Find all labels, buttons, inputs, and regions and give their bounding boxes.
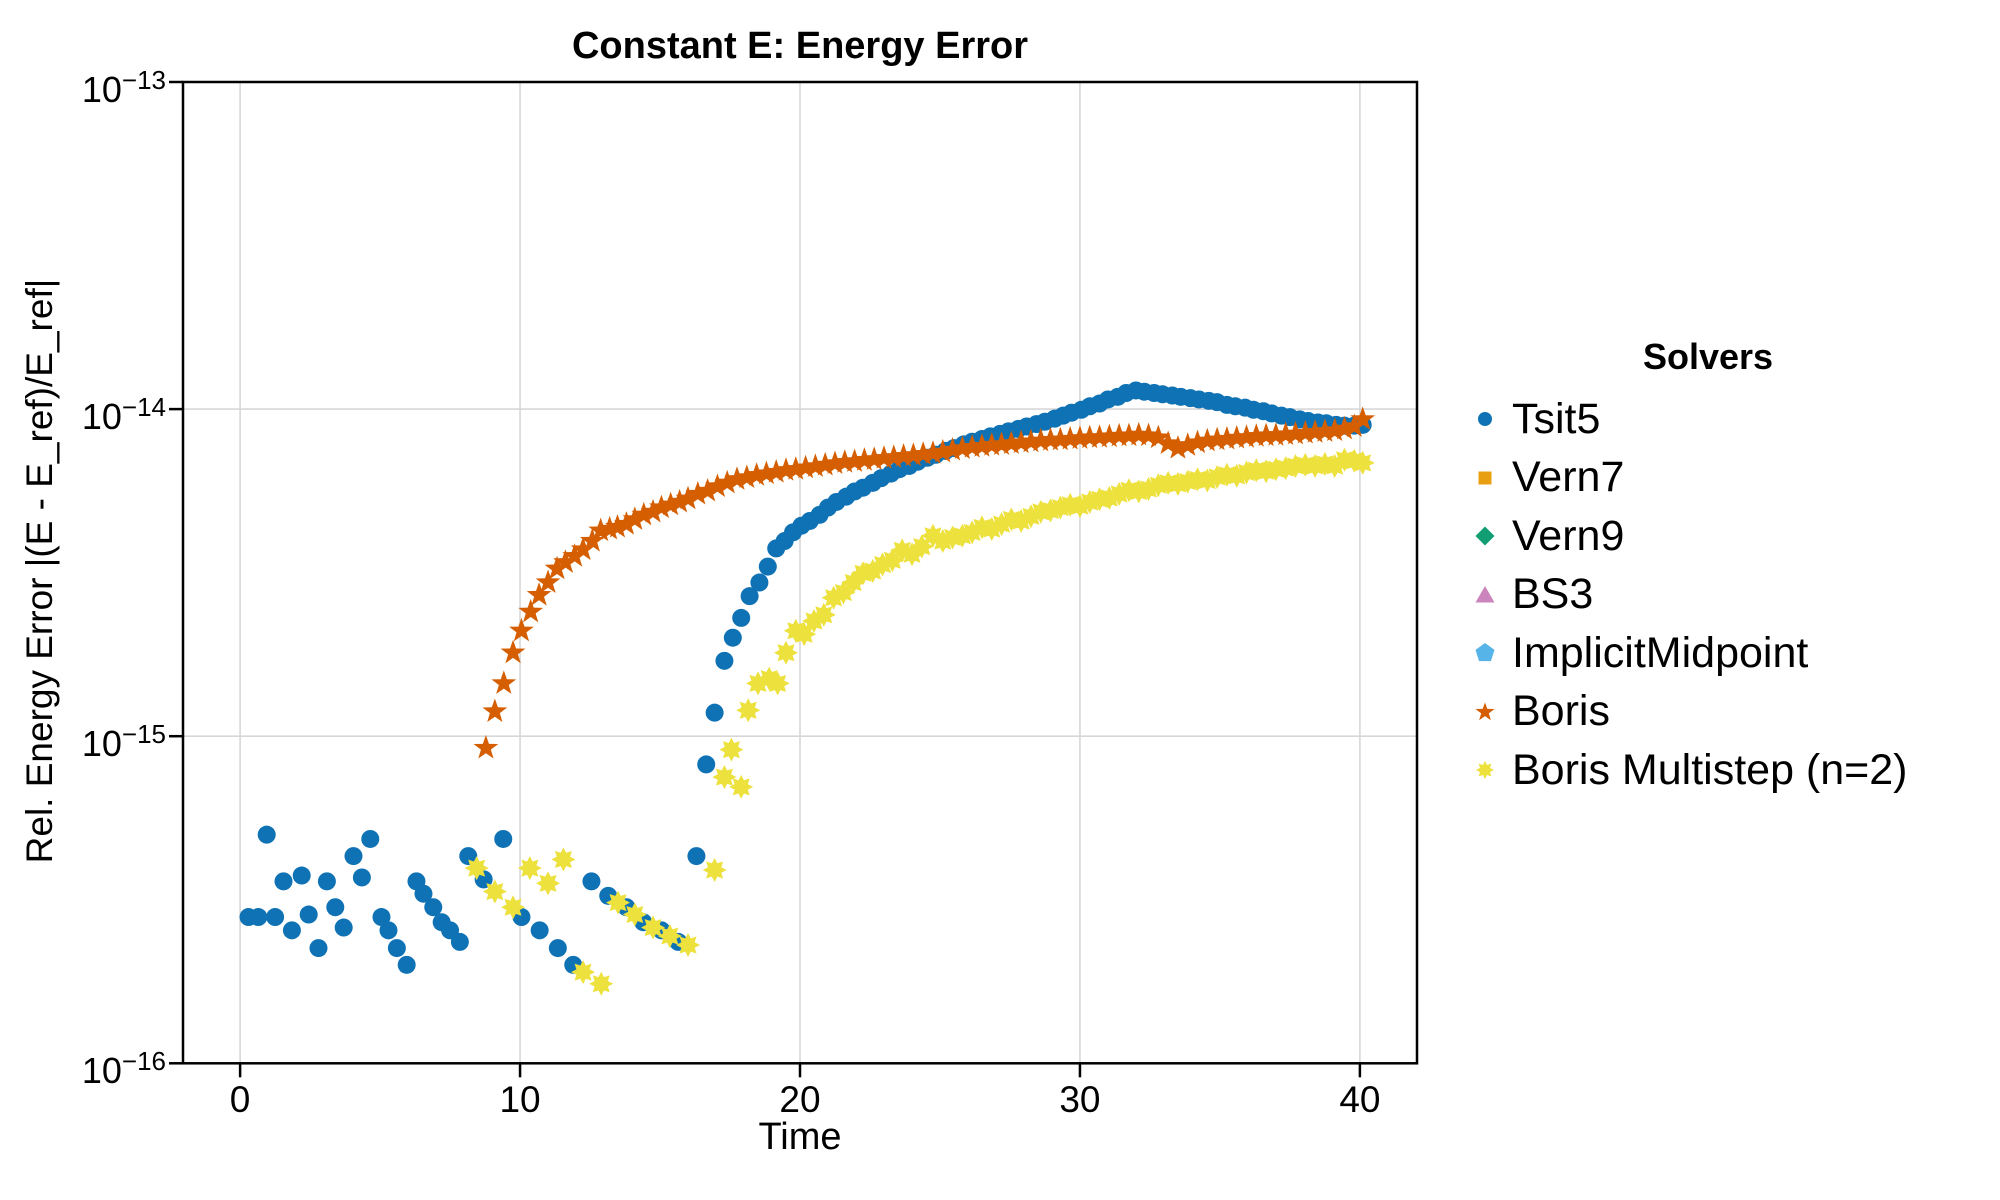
x-axis-label: Time xyxy=(758,1116,842,1158)
star-marker-icon xyxy=(1475,702,1495,720)
legend-item-vern9: Vern9 xyxy=(1460,507,1960,566)
series-boris-multistep-n-2 xyxy=(464,447,1375,996)
eight-point-star-marker-icon xyxy=(1476,761,1494,780)
legend-label: Vern9 xyxy=(1512,511,1625,560)
y-axis-label: Rel. Energy Error |(E - E_ref)/E_ref| xyxy=(19,278,60,864)
y-tick-label: 10−15 xyxy=(81,719,166,765)
legend-label: Boris Multistep (n=2) xyxy=(1512,745,1908,794)
x-tick-label: 30 xyxy=(1059,1079,1101,1120)
pentagon-marker-icon xyxy=(1475,643,1495,662)
chart-title: Constant E: Energy Error xyxy=(571,25,1029,67)
legend-item-implicitmidpoint: ImplicitMidpoint xyxy=(1460,624,1960,683)
circle-marker-icon xyxy=(1478,412,1492,427)
x-tick-label: 0 xyxy=(229,1079,251,1120)
tick-marks xyxy=(169,80,1362,1078)
legend-item-boris-multistep: Boris Multistep (n=2) xyxy=(1460,741,1960,800)
legend: Solvers Tsit5 Vern7 Vern9 BS3 ImplicitMi… xyxy=(1460,336,1960,800)
plot-frame xyxy=(181,80,1419,1065)
x-tick-label: 40 xyxy=(1339,1079,1381,1120)
triangle-marker-icon xyxy=(1475,585,1495,603)
legend-label: ImplicitMidpoint xyxy=(1512,628,1809,677)
x-tick-label: 10 xyxy=(499,1079,541,1120)
legend-item-bs3: BS3 xyxy=(1460,566,1960,625)
y-tick-label: 10−16 xyxy=(81,1046,166,1092)
y-tick-label: 10−13 xyxy=(81,65,166,110)
diamond-marker-icon xyxy=(1475,526,1495,546)
legend-title: Solvers xyxy=(1642,336,1774,377)
legend-item-boris: Boris xyxy=(1460,683,1960,742)
legend-item-vern7: Vern7 xyxy=(1460,449,1960,508)
legend-label: Vern7 xyxy=(1512,453,1625,502)
legend-item-tsit5: Tsit5 xyxy=(1460,390,1960,449)
square-marker-icon xyxy=(1478,471,1492,485)
legend-label: BS3 xyxy=(1512,570,1594,619)
x-tick-label: 20 xyxy=(779,1079,821,1120)
legend-label: Tsit5 xyxy=(1512,394,1601,443)
series-boris xyxy=(473,406,1376,759)
gridlines xyxy=(183,82,1417,1064)
legend-label: Boris xyxy=(1512,687,1610,736)
y-tick-label: 10−14 xyxy=(81,392,166,438)
